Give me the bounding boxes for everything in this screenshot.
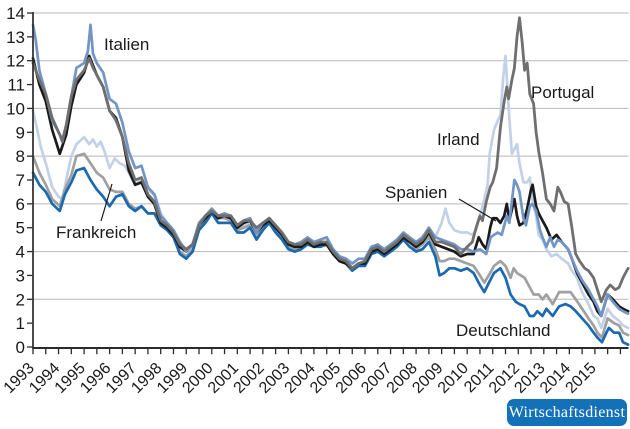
series-line-portugal — [31, 16, 630, 304]
series-label-italien: Italien — [104, 35, 150, 54]
y-tick-label: 11 — [7, 76, 25, 95]
y-tick-label: 13 — [6, 28, 25, 47]
series-line-deutschland — [31, 166, 630, 346]
annotation-pointer-spanien — [458, 198, 497, 222]
y-tick-label: 14 — [6, 4, 25, 23]
series-label-spanien: Spanien — [385, 183, 448, 202]
y-tick-label: 5 — [16, 219, 25, 238]
annotation-pointer-frankreich — [100, 183, 113, 222]
y-tick-label: 3 — [16, 266, 25, 285]
y-tick-label: 10 — [6, 99, 25, 118]
x-tick-label: 2015 — [563, 360, 600, 397]
y-tick-label: 1 — [16, 314, 25, 333]
y-tick-label: 8 — [16, 147, 25, 166]
series-label-deutschland: Deutschland — [456, 321, 551, 340]
wirtschaftsdienst-label: Wirtschaftsdienst — [508, 404, 626, 421]
y-tick-label: 0 — [16, 338, 25, 357]
y-tick-label: 12 — [6, 52, 25, 71]
y-tick-label: 4 — [16, 243, 25, 262]
y-tick-label: 6 — [16, 195, 25, 214]
y-tick-label: 2 — [16, 290, 25, 309]
series-label-frankreich: Frankreich — [56, 223, 137, 242]
wirtschaftsdienst-badge: Wirtschaftsdienst — [507, 399, 627, 426]
series-line-italien — [31, 23, 630, 318]
series-label-irland: Irland — [437, 130, 480, 149]
series-label-portugal: Portugal — [531, 83, 595, 102]
y-tick-label: 9 — [16, 123, 25, 142]
y-tick-label: 7 — [16, 171, 25, 190]
